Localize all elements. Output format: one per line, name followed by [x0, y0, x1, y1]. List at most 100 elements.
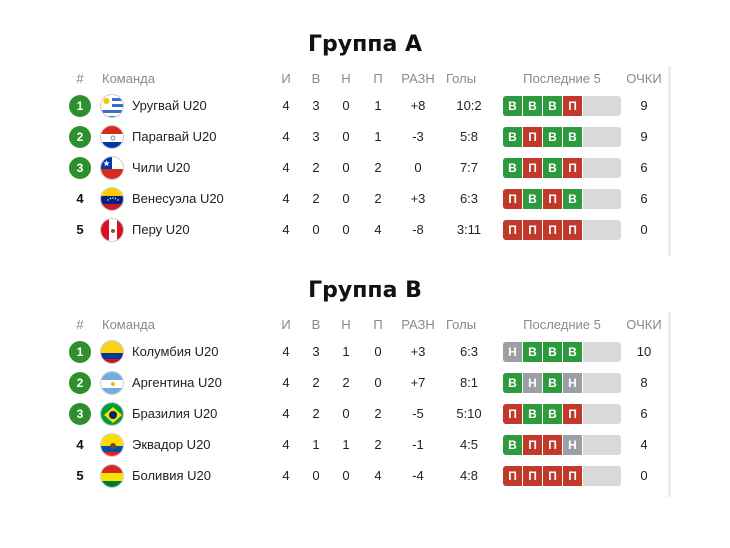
form-result-badge[interactable]: П	[503, 403, 523, 424]
team-cell[interactable]: Аргентина U20	[100, 367, 270, 398]
losses-cell: 0	[374, 375, 382, 390]
wins-cell: 3	[312, 129, 320, 144]
header-diff[interactable]: РАЗН	[401, 316, 435, 332]
form-result-badge[interactable]: В	[503, 95, 523, 116]
team-name[interactable]: Колумбия U20	[132, 344, 219, 359]
team-cell[interactable]: Чили U20	[100, 152, 270, 183]
form-result-badge[interactable]: П	[563, 95, 583, 116]
form-result-badge[interactable]: В	[543, 157, 563, 178]
header-rank[interactable]: #	[76, 70, 84, 86]
team-name[interactable]: Уругвай U20	[132, 98, 207, 113]
header-goals[interactable]: Голы	[446, 316, 477, 332]
rank-cell: 2	[62, 121, 98, 152]
form-result-badge[interactable]: В	[503, 157, 523, 178]
form-result-badge[interactable]: П	[503, 188, 523, 209]
team-cell[interactable]: Перу U20	[100, 214, 270, 245]
form-result-badge[interactable]: В	[523, 341, 543, 362]
form-result-badge[interactable]: П	[523, 157, 543, 178]
form-result-badge[interactable]: Н	[563, 434, 583, 455]
form-result-badge[interactable]: П	[563, 157, 583, 178]
form-result-badge[interactable]: В	[543, 126, 563, 147]
team-name[interactable]: Боливия U20	[132, 468, 211, 483]
team-cell[interactable]: Венесуэла U20	[100, 183, 270, 214]
form-result-badge[interactable]: В	[563, 341, 583, 362]
form-result-badge[interactable]: П	[523, 219, 543, 240]
table-row[interactable]: 2 Парагвай U20 4 3 0 1 -3 5:8 В П В В 9	[62, 121, 676, 152]
form-result-badge[interactable]: В	[563, 188, 583, 209]
form-result-badge[interactable]: П	[503, 219, 523, 240]
form-result-badge[interactable]: В	[543, 372, 563, 393]
header-points[interactable]: ОЧКИ	[626, 70, 662, 86]
table-row[interactable]: 1 Колумбия U20 4 3 1 0 +3 6:3 Н В В В 10	[62, 336, 676, 367]
team-name[interactable]: Парагвай U20	[132, 129, 217, 144]
table-row[interactable]: 3 Чили U20 4 2 0 2 0 7:7 В П В П 6	[62, 152, 676, 183]
table-row[interactable]: 5 Перу U20 4 0 0 4 -8 3:11 П П П П 0	[62, 214, 676, 245]
header-losses[interactable]: П	[373, 316, 383, 332]
header-rank[interactable]: #	[76, 316, 84, 332]
form-result-badge[interactable]: Н	[563, 372, 583, 393]
form-result-badge[interactable]: В	[543, 341, 563, 362]
header-diff[interactable]: РАЗН	[401, 70, 435, 86]
header-team[interactable]: Команда	[102, 316, 155, 332]
header-played[interactable]: И	[281, 316, 291, 332]
rank-number: 4	[76, 191, 84, 206]
form-result-badge[interactable]: Н	[523, 372, 543, 393]
form-result-badge[interactable]: П	[543, 434, 563, 455]
table-row[interactable]: 4 Эквадор U20 4 1 1 2 -1 4:5 В П П Н 4	[62, 429, 676, 460]
form-result-badge[interactable]: В	[503, 126, 523, 147]
table-row[interactable]: 3 Бразилия U20 4 2 0 2 -5 5:10 П В В П 6	[62, 398, 676, 429]
form-result-badge[interactable]: П	[563, 219, 583, 240]
form-result-badge[interactable]: В	[503, 434, 523, 455]
form-result-badge[interactable]: В	[543, 95, 563, 116]
goals-cell: 6:3	[459, 344, 479, 359]
header-losses[interactable]: П	[373, 70, 383, 86]
form-result-badge[interactable]: В	[523, 95, 543, 116]
form-result-badge[interactable]: В	[503, 372, 523, 393]
form-result-badge[interactable]: В	[563, 126, 583, 147]
table-row[interactable]: 2 Аргентина U20 4 2 2 0 +7 8:1 В Н В Н 8	[62, 367, 676, 398]
header-form[interactable]: Последние 5	[523, 316, 601, 332]
form-result-badge[interactable]: П	[523, 434, 543, 455]
header-played[interactable]: И	[281, 70, 291, 86]
form-result-badge[interactable]: П	[523, 465, 543, 486]
team-name[interactable]: Перу U20	[132, 222, 190, 237]
points-cell: 0	[640, 222, 648, 237]
header-team[interactable]: Команда	[102, 70, 155, 86]
header-wins[interactable]: В	[311, 316, 321, 332]
brazil-flag-icon	[100, 401, 124, 426]
table-row[interactable]: 5 Боливия U20 4 0 0 4 -4 4:8 П П П П 0	[62, 460, 676, 491]
form-result-badge[interactable]: П	[523, 126, 543, 147]
header-form[interactable]: Последние 5	[523, 70, 601, 86]
table-row[interactable]: 4 Венесуэла U20 4 2 0 2 +3 6:3 П В П В 6	[62, 183, 676, 214]
form-result-badge[interactable]: Н	[503, 341, 523, 362]
team-cell[interactable]: Боливия U20	[100, 460, 270, 491]
form-result-badge[interactable]: П	[543, 465, 563, 486]
team-name[interactable]: Чили U20	[132, 160, 191, 175]
header-draws[interactable]: Н	[341, 70, 351, 86]
team-name[interactable]: Бразилия U20	[132, 406, 218, 421]
team-name[interactable]: Аргентина U20	[132, 375, 222, 390]
form-result-badge[interactable]: П	[563, 465, 583, 486]
form-result-badge[interactable]: В	[523, 403, 543, 424]
team-cell[interactable]: Бразилия U20	[100, 398, 270, 429]
header-goals[interactable]: Голы	[446, 70, 477, 86]
team-cell[interactable]: Колумбия U20	[100, 336, 270, 367]
form-result-badge[interactable]: В	[523, 188, 543, 209]
form-result-badge[interactable]: П	[503, 465, 523, 486]
team-name[interactable]: Венесуэла U20	[132, 191, 224, 206]
form-result-badge[interactable]: П	[543, 188, 563, 209]
form-result-badge[interactable]: П	[543, 219, 563, 240]
form-result-badge[interactable]: В	[543, 403, 563, 424]
header-draws[interactable]: Н	[341, 316, 351, 332]
header-points[interactable]: ОЧКИ	[626, 316, 662, 332]
team-cell[interactable]: Парагвай U20	[100, 121, 270, 152]
team-cell[interactable]: Уругвай U20	[100, 90, 270, 121]
team-name[interactable]: Эквадор U20	[132, 437, 211, 452]
header-wins[interactable]: В	[311, 70, 321, 86]
team-cell[interactable]: Эквадор U20	[100, 429, 270, 460]
form-result-badge[interactable]: П	[563, 403, 583, 424]
table-row[interactable]: 1 Уругвай U20 4 3 0 1 +8 10:2 В В В П 9	[62, 90, 676, 121]
